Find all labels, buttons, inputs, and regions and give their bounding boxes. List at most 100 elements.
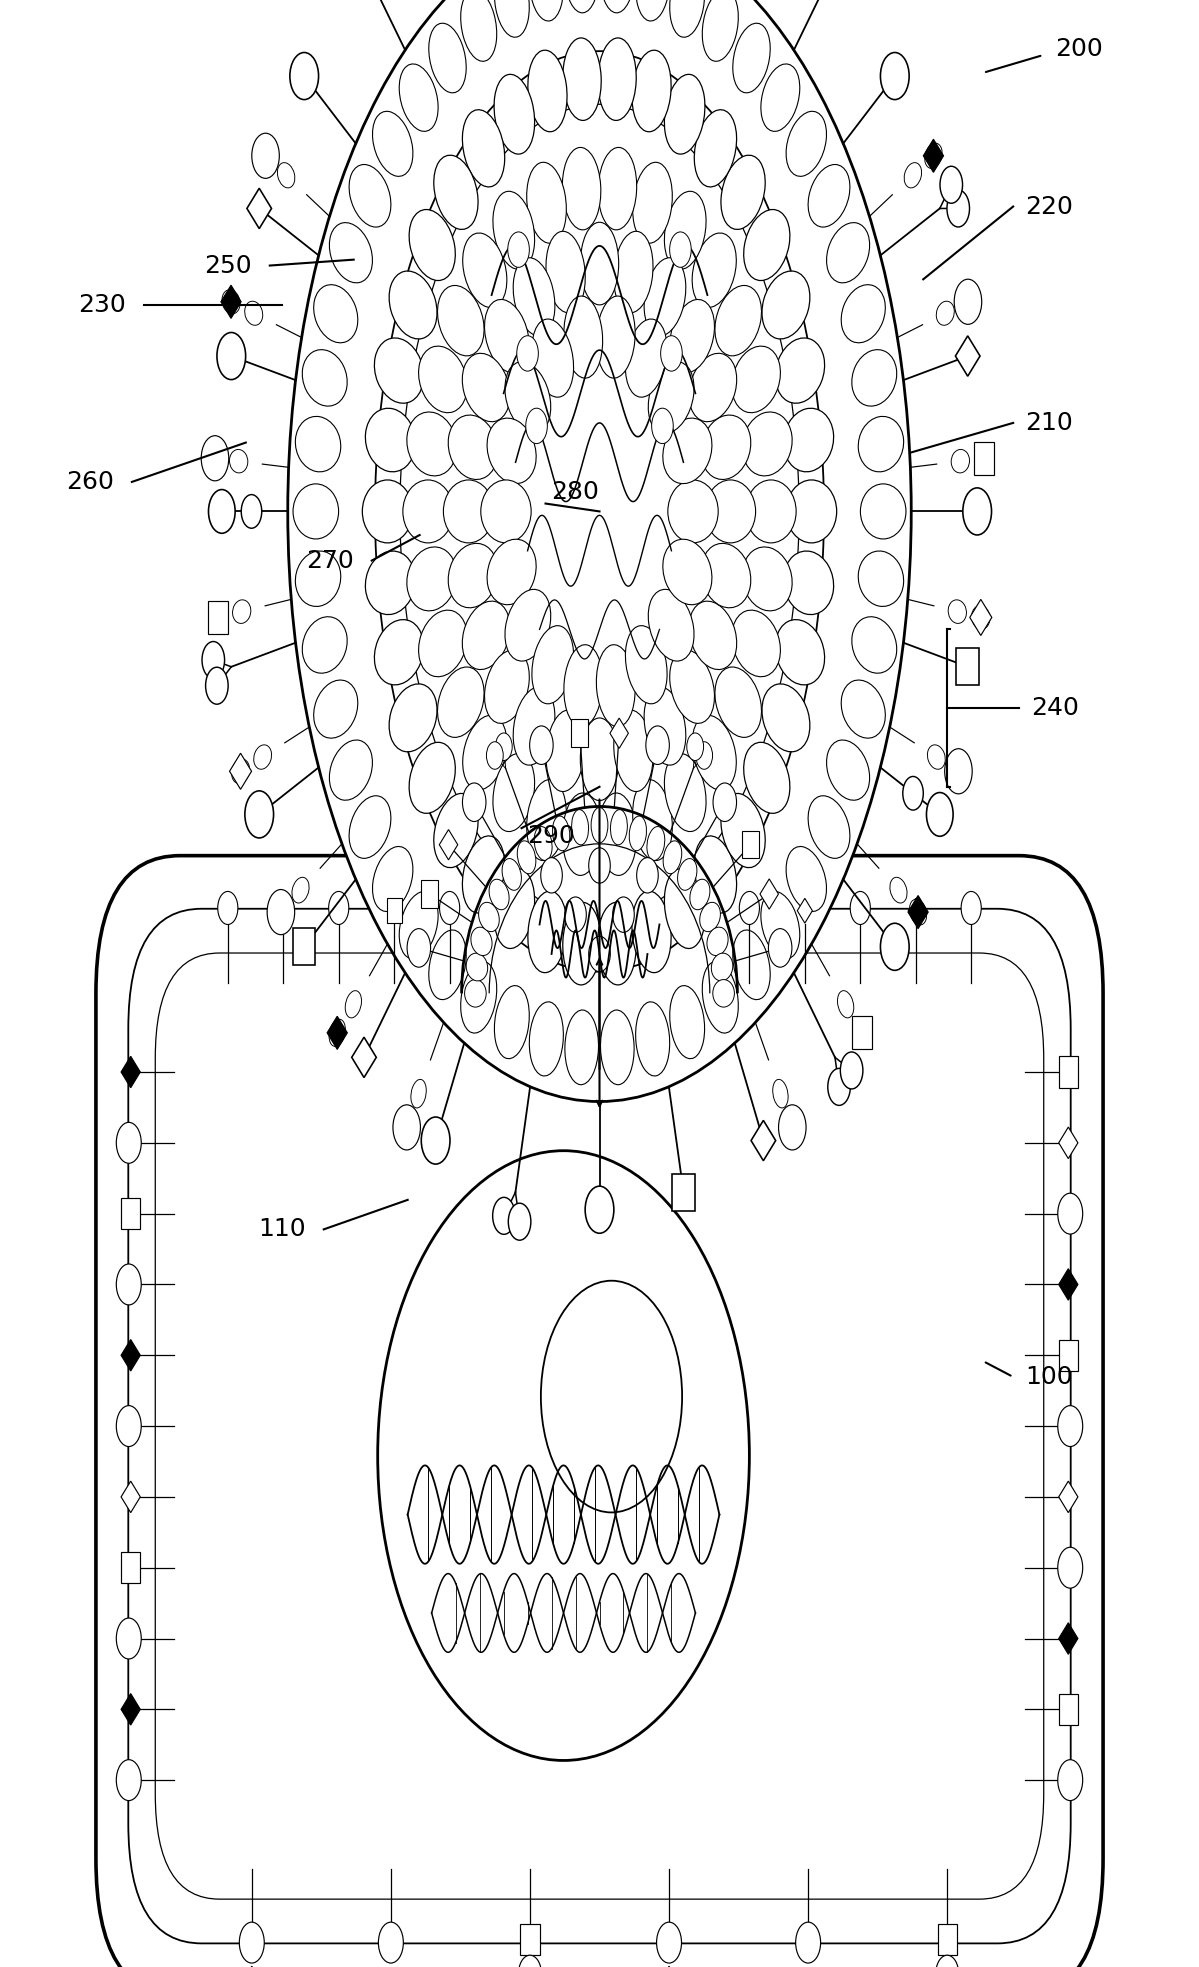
Circle shape xyxy=(530,726,553,765)
Ellipse shape xyxy=(494,985,529,1058)
Ellipse shape xyxy=(366,551,415,614)
Circle shape xyxy=(669,232,691,268)
Ellipse shape xyxy=(330,222,373,283)
Ellipse shape xyxy=(562,148,601,230)
Ellipse shape xyxy=(721,155,765,230)
Ellipse shape xyxy=(535,826,552,860)
Ellipse shape xyxy=(400,104,799,919)
Bar xyxy=(386,899,402,923)
Text: 260: 260 xyxy=(66,470,114,494)
Circle shape xyxy=(796,1922,820,1963)
Ellipse shape xyxy=(463,602,510,669)
Circle shape xyxy=(954,279,982,325)
Ellipse shape xyxy=(784,409,833,472)
Ellipse shape xyxy=(784,551,833,614)
Ellipse shape xyxy=(528,891,567,972)
Ellipse shape xyxy=(664,75,705,153)
Bar xyxy=(276,899,291,923)
Bar xyxy=(209,600,228,633)
Circle shape xyxy=(217,332,246,380)
Circle shape xyxy=(518,1955,542,1967)
Ellipse shape xyxy=(517,840,536,873)
Circle shape xyxy=(329,891,349,924)
Ellipse shape xyxy=(742,547,793,612)
Ellipse shape xyxy=(633,779,673,860)
Polygon shape xyxy=(760,879,778,909)
Ellipse shape xyxy=(700,903,721,932)
Ellipse shape xyxy=(614,710,653,791)
Ellipse shape xyxy=(951,448,970,472)
Circle shape xyxy=(740,891,759,924)
Polygon shape xyxy=(247,189,271,228)
Text: 270: 270 xyxy=(306,549,354,572)
Ellipse shape xyxy=(329,1019,345,1046)
Ellipse shape xyxy=(487,419,536,484)
Ellipse shape xyxy=(837,991,854,1017)
Ellipse shape xyxy=(526,779,566,860)
Polygon shape xyxy=(908,895,928,928)
Ellipse shape xyxy=(910,899,927,924)
Ellipse shape xyxy=(429,24,466,92)
Ellipse shape xyxy=(288,0,911,1102)
Ellipse shape xyxy=(670,299,715,374)
Circle shape xyxy=(201,641,224,679)
Circle shape xyxy=(116,1265,141,1304)
Bar xyxy=(673,1174,694,1212)
Ellipse shape xyxy=(761,891,800,958)
Ellipse shape xyxy=(808,797,850,858)
Ellipse shape xyxy=(411,1080,427,1107)
Ellipse shape xyxy=(399,1113,415,1141)
Ellipse shape xyxy=(375,51,824,972)
Ellipse shape xyxy=(649,590,694,661)
Bar xyxy=(938,1924,957,1955)
Ellipse shape xyxy=(546,232,585,313)
Ellipse shape xyxy=(610,810,627,846)
Ellipse shape xyxy=(493,753,535,832)
Text: 290: 290 xyxy=(528,824,576,848)
Polygon shape xyxy=(1059,1269,1078,1300)
Polygon shape xyxy=(121,1481,140,1513)
Ellipse shape xyxy=(429,930,466,999)
Circle shape xyxy=(637,858,658,893)
Polygon shape xyxy=(923,140,944,173)
Polygon shape xyxy=(1059,1481,1078,1513)
Ellipse shape xyxy=(598,903,637,985)
Ellipse shape xyxy=(257,144,275,169)
Ellipse shape xyxy=(626,319,667,397)
Circle shape xyxy=(963,488,992,535)
Ellipse shape xyxy=(707,926,728,956)
Ellipse shape xyxy=(345,991,362,1017)
Ellipse shape xyxy=(494,0,529,37)
Ellipse shape xyxy=(591,808,608,842)
Circle shape xyxy=(657,1922,681,1963)
Ellipse shape xyxy=(444,480,494,543)
Polygon shape xyxy=(956,336,980,376)
Bar xyxy=(1059,1694,1078,1725)
Circle shape xyxy=(116,1619,141,1658)
Ellipse shape xyxy=(626,626,667,704)
Ellipse shape xyxy=(598,793,637,875)
Ellipse shape xyxy=(632,51,671,132)
Circle shape xyxy=(850,891,870,924)
Ellipse shape xyxy=(721,793,765,867)
Circle shape xyxy=(525,409,547,445)
Bar xyxy=(974,443,994,474)
Ellipse shape xyxy=(272,899,289,924)
Circle shape xyxy=(116,1123,141,1162)
Ellipse shape xyxy=(505,362,550,433)
Circle shape xyxy=(267,889,295,934)
Ellipse shape xyxy=(463,836,505,913)
Ellipse shape xyxy=(222,289,240,315)
Circle shape xyxy=(517,336,538,372)
Circle shape xyxy=(205,667,228,704)
Circle shape xyxy=(827,1068,850,1105)
Ellipse shape xyxy=(302,618,348,673)
Text: 220: 220 xyxy=(1025,195,1073,218)
Ellipse shape xyxy=(399,891,438,958)
Ellipse shape xyxy=(206,447,224,470)
Ellipse shape xyxy=(448,543,498,608)
Ellipse shape xyxy=(478,903,499,932)
Ellipse shape xyxy=(635,1001,670,1076)
Ellipse shape xyxy=(484,649,529,724)
Ellipse shape xyxy=(277,163,295,189)
